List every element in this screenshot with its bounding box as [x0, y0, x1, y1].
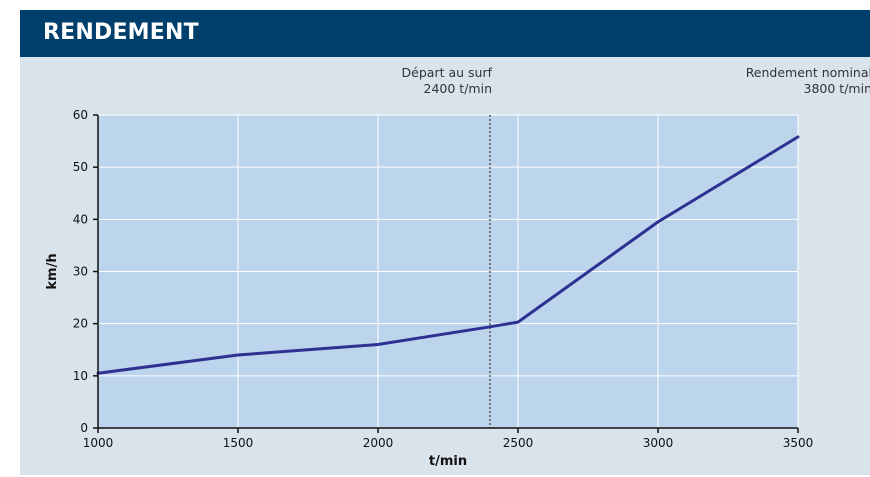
grid	[98, 114, 799, 428]
y-tick-label: 0	[80, 421, 88, 435]
x-tick-label: 2500	[503, 436, 534, 450]
series-layer	[96, 135, 800, 375]
page-title: RENDEMENT	[43, 20, 199, 45]
x-tick-label: 1500	[223, 436, 254, 450]
series-line	[96, 135, 800, 375]
y-tick-label: 50	[73, 160, 88, 174]
tick-labels: 1000 1500 2000 2500 3000 3500 0 10 20 30 40 50 60	[73, 108, 814, 450]
header-bar: RENDEMENT	[20, 10, 870, 57]
y-axis-label: km/h	[45, 253, 60, 289]
x-tick-label: 1000	[83, 436, 114, 450]
axes	[93, 114, 799, 433]
annotation-nominal-value: 3800 t/min	[804, 81, 870, 96]
annotation-nominal-title: Rendement nominal	[746, 65, 870, 80]
chart-panel: RENDEMENT 1000 1500 2000 2500 3000 3500 0 10 20 3…	[20, 10, 870, 475]
y-tick-label: 60	[73, 108, 88, 122]
y-tick-label: 20	[73, 317, 88, 331]
annotation-surf-title: Départ au surf	[402, 65, 493, 80]
y-tick-label: 30	[73, 265, 88, 279]
x-tick-label: 3500	[783, 436, 814, 450]
y-tick-label: 40	[73, 212, 88, 226]
line-chart: 1000 1500 2000 2500 3000 3500 0 10 20 30 40 50 60 t/…	[45, 65, 870, 469]
x-tick-label: 2000	[363, 436, 394, 450]
annotation-surf-value: 2400 t/min	[424, 81, 492, 96]
y-tick-label: 10	[73, 369, 88, 383]
x-axis-label: t/min	[429, 454, 467, 469]
x-tick-label: 3000	[643, 436, 674, 450]
